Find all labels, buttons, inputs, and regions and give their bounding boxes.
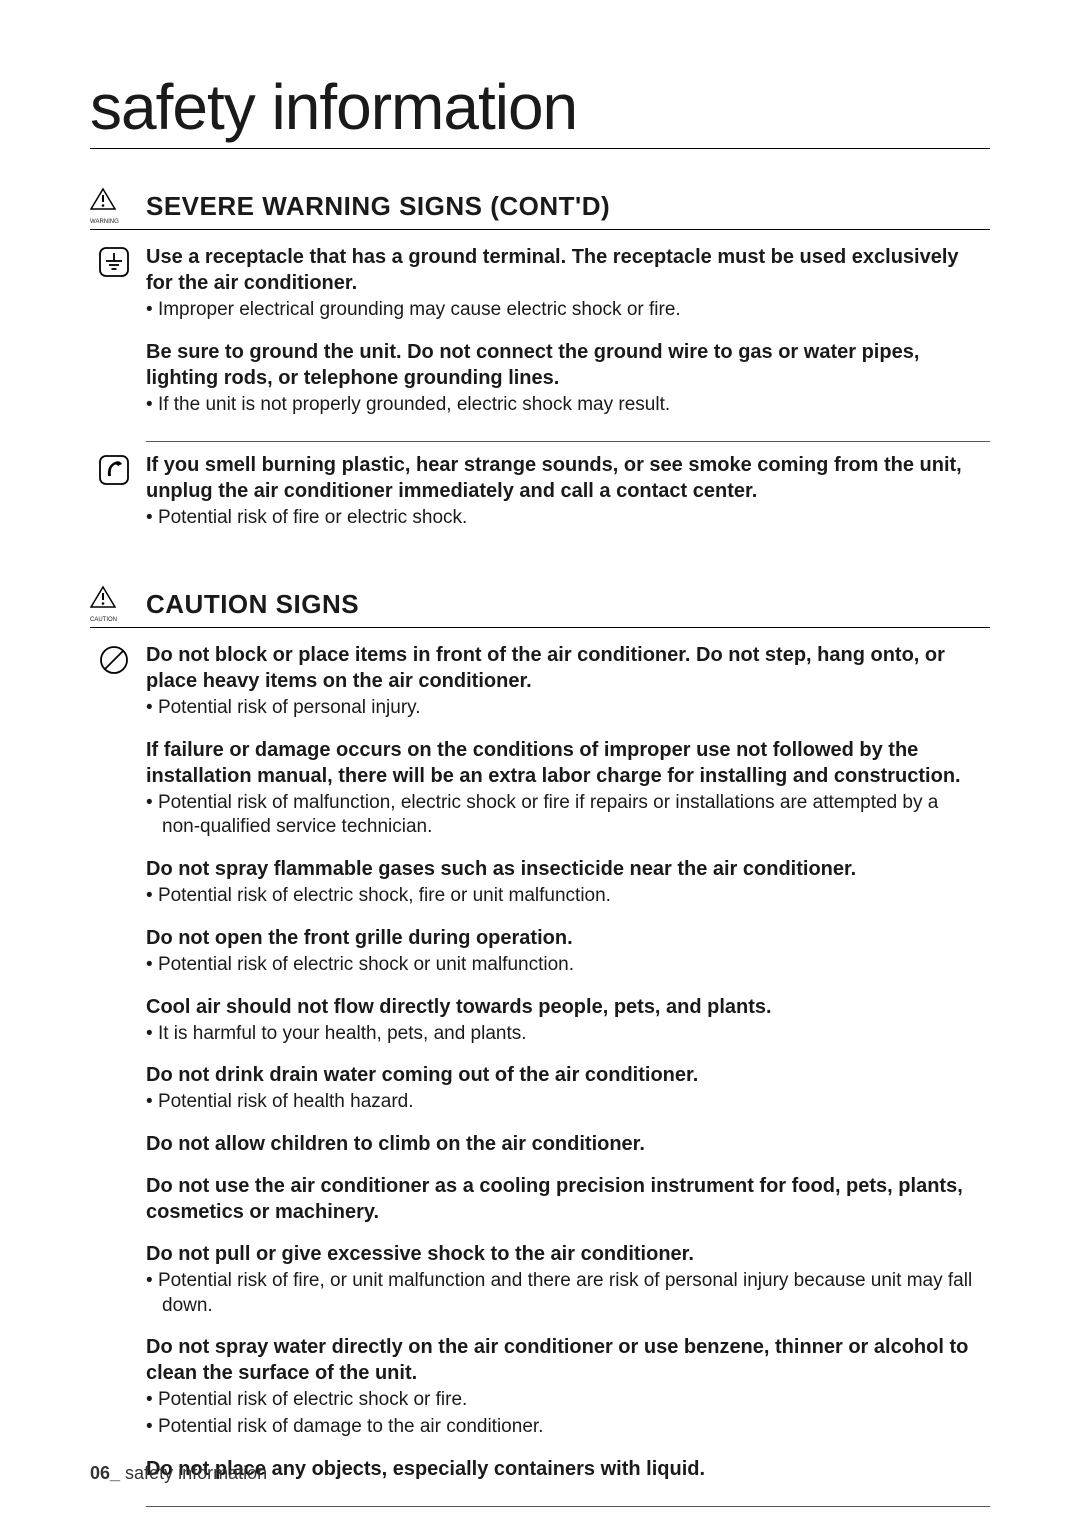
instruction-text: Do not pull or give excessive shock to t… (146, 1241, 980, 1267)
detail-text: It is harmful to your health, pets, and … (146, 1022, 980, 1047)
page-number: 06_ (90, 1463, 120, 1483)
page-title: safety information (90, 70, 990, 149)
severe-block-2: If you smell burning plastic, hear stran… (90, 452, 990, 547)
instruction-text: Do not spray flammable gases such as ins… (146, 856, 980, 882)
footer-text: safety information (120, 1463, 267, 1483)
instruction-text: Do not open the front grille during oper… (146, 925, 980, 951)
instruction-text: Cool air should not flow directly toward… (146, 994, 980, 1020)
instruction-text: Do not use the air conditioner as a cool… (146, 1173, 980, 1225)
detail-text: Potential risk of health hazard. (146, 1090, 980, 1115)
detail-text: Potential risk of damage to the air cond… (146, 1415, 980, 1440)
action-icon-cell (90, 452, 146, 547)
prohibit-icon (98, 644, 130, 676)
warning-triangle-icon: WARNING (90, 187, 119, 225)
page-footer: 06_ safety information (90, 1463, 267, 1484)
detail-text: Potential risk of electric shock, fire o… (146, 884, 980, 909)
detail-text: Potential risk of personal injury. (146, 696, 980, 721)
instruction-text: Do not drink drain water coming out of t… (146, 1062, 980, 1088)
detail-text: Potential risk of malfunction, electric … (146, 791, 980, 840)
warning-label-text: WARNING (90, 219, 119, 225)
ground-icon-cell (90, 244, 146, 433)
severe-warning-heading: SEVERE WARNING SIGNS (CONT'D) (146, 191, 610, 222)
warning-heading-icon-col: WARNING (90, 187, 146, 225)
caution-text: Do not block or place items in front of … (146, 642, 990, 1498)
severe-text-1: Use a receptacle that has a ground termi… (146, 244, 990, 433)
caution-triangle-icon: CAUTION (90, 585, 117, 623)
detail-text: Potential risk of electric shock or unit… (146, 953, 980, 978)
caution-heading-icon-col: CAUTION (90, 585, 146, 623)
caution-heading: CAUTION SIGNS (146, 589, 359, 620)
detail-text: Potential risk of fire, or unit malfunct… (146, 1269, 980, 1318)
instruction-text: If failure or damage occurs on the condi… (146, 737, 980, 789)
action-required-icon (98, 454, 130, 486)
divider (146, 441, 990, 442)
caution-heading-row: CAUTION CAUTION SIGNS (90, 585, 990, 628)
severe-warning-heading-row: WARNING SEVERE WARNING SIGNS (CONT'D) (90, 187, 990, 230)
instruction-text: Use a receptacle that has a ground termi… (146, 244, 980, 296)
instruction-text: If you smell burning plastic, hear stran… (146, 452, 980, 504)
divider (146, 1506, 990, 1507)
prohibit-icon-cell (90, 642, 146, 1498)
instruction-text: Do not block or place items in front of … (146, 642, 980, 694)
detail-text: If the unit is not properly grounded, el… (146, 393, 980, 418)
ground-icon (98, 246, 130, 278)
detail-text: Potential risk of electric shock or fire… (146, 1388, 980, 1413)
instruction-text: Be sure to ground the unit. Do not conne… (146, 339, 980, 391)
severe-text-2: If you smell burning plastic, hear stran… (146, 452, 990, 547)
detail-text: Improper electrical grounding may cause … (146, 298, 980, 323)
instruction-text: Do not place any objects, especially con… (146, 1456, 980, 1482)
severe-block-1: Use a receptacle that has a ground termi… (90, 244, 990, 433)
caution-label-text: CAUTION (90, 617, 117, 623)
caution-block: Do not block or place items in front of … (90, 642, 990, 1498)
instruction-text: Do not spray water directly on the air c… (146, 1334, 980, 1386)
detail-text: Potential risk of fire or electric shock… (146, 506, 980, 531)
instruction-text: Do not allow children to climb on the ai… (146, 1131, 980, 1157)
